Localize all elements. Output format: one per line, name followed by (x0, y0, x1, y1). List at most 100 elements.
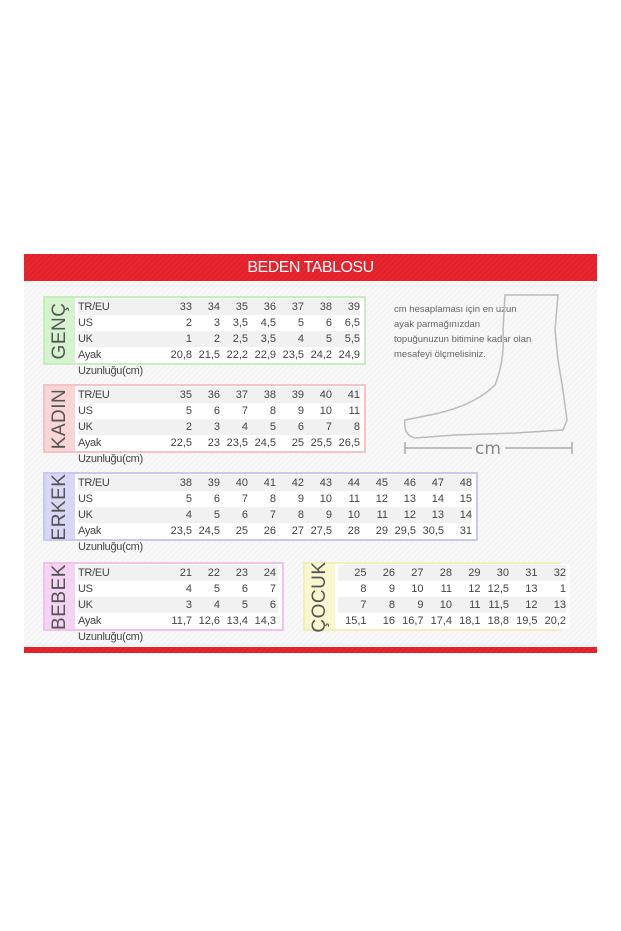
table-cell: 24,2 (310, 349, 332, 361)
table-row: 7 8 9 10 11 11,5 12 13 (338, 597, 566, 613)
measure-label: cm (475, 439, 501, 459)
table-cell: 35 (235, 301, 248, 313)
table-cell: 4,5 (260, 317, 276, 329)
row-header: UK (78, 599, 93, 611)
table-cell: 4 (185, 509, 192, 521)
table-row: Ayak Uzunluğu(cm) 20,8 21,5 22,2 22,9 23,5 24,… (78, 347, 360, 377)
table-cell: 13 (431, 509, 444, 521)
table-cell: 24,5 (198, 525, 220, 537)
bottom-divider (24, 647, 597, 653)
table-cell: 8 (360, 583, 367, 595)
row-header: TR/EU (78, 389, 110, 401)
table-cell: 26,5 (338, 437, 360, 449)
table-cell: 8 (269, 493, 276, 505)
table-cell: 6 (213, 405, 220, 417)
table-cell: 2 (185, 317, 192, 329)
table-cell: 3 (213, 317, 220, 329)
table-cell: 48 (459, 477, 472, 489)
table-row: Ayak Uzunluğu(cm) 23,5 24,5 25 26 27 27,5 28 29 2… (78, 523, 472, 553)
table-cell: 8 (269, 405, 276, 417)
size-table-kadin: KADIN TR/EU 35 36 37 38 39 40 41 US 5 6 7 8 9 10 11 UK 2 3 4… (43, 384, 366, 465)
table-cell: 7 (325, 421, 332, 433)
table-cell: 6 (241, 509, 248, 521)
table-cell: 31 (459, 525, 472, 537)
table-label: BEBEK (49, 563, 70, 630)
table-cell: 5 (185, 493, 192, 505)
table-cell: 29 (468, 567, 481, 579)
table-row: US 2 3 3,5 4,5 5 6 6,5 (78, 315, 360, 331)
table-label: KADIN (49, 388, 70, 449)
row-header: UK (78, 509, 93, 521)
table-cell: 6 (213, 493, 220, 505)
measure-note: cm hesaplaması için en uzun ayak parmağı… (394, 304, 532, 360)
table-cell: 43 (319, 477, 332, 489)
table-cell: 9 (325, 509, 332, 521)
table-cell: 4 (297, 333, 304, 345)
table-cell: 27,5 (310, 525, 332, 537)
table-cell: 22,5 (170, 437, 192, 449)
table-cell: 23,5 (282, 349, 304, 361)
table-cell: 28 (439, 567, 452, 579)
table-cell: 14,3 (254, 615, 276, 627)
table-cell: 22,9 (254, 349, 276, 361)
table-row: 15,1 16 16,7 17,4 18,1 18,8 19,5 20,2 (338, 613, 566, 629)
table-cell: 6 (269, 599, 276, 611)
table-cell: 24,5 (254, 437, 276, 449)
table-cell: 13 (525, 583, 538, 595)
row-header: UK (78, 421, 93, 433)
table-cell: 25 (354, 567, 367, 579)
table-cell: 6 (325, 317, 332, 329)
table-cell: 26 (263, 525, 276, 537)
table-cell: 45 (375, 477, 388, 489)
table-cell: 12 (525, 599, 538, 611)
table-cell: 9 (297, 493, 304, 505)
table-cell: 24 (263, 567, 276, 579)
title-banner: BEDEN TABLOSU (24, 254, 597, 281)
table-cell: 8 (297, 509, 304, 521)
table-cell: 10 (439, 599, 452, 611)
table-cell: 4 (185, 583, 192, 595)
table-cell: 36 (263, 301, 276, 313)
table-label: ERKEK (49, 473, 70, 540)
table-cell: 29 (375, 525, 388, 537)
table-cell: 9 (297, 405, 304, 417)
table-cell: 5 (241, 599, 248, 611)
table-cell: 11 (348, 493, 360, 505)
table-cell: 37 (291, 301, 304, 313)
table-cell: 15 (459, 493, 472, 505)
table-cell: 47 (431, 477, 444, 489)
table-cell: 7 (269, 583, 276, 595)
table-cell: 5 (325, 333, 332, 345)
table-cell: 15,1 (345, 615, 367, 627)
table-row: TR/EU 21 22 23 24 (78, 565, 278, 581)
table-cell: 38 (263, 389, 276, 401)
row-header: Ayak Uzunluğu(cm) (78, 525, 143, 553)
table-cell: 12,5 (487, 583, 509, 595)
table-cell: 4 (213, 599, 220, 611)
table-cell: 25 (235, 525, 248, 537)
table-cell: 42 (291, 477, 304, 489)
table-row: UK 4 5 6 7 8 9 10 11 12 13 14 (78, 507, 472, 523)
table-cell: 25 (291, 437, 304, 449)
table-cell: 3 (213, 421, 220, 433)
table-cell: 39 (291, 389, 304, 401)
table-cell: 6 (297, 421, 304, 433)
table-cell: 5 (269, 421, 276, 433)
table-cell: 35 (179, 389, 192, 401)
table-cell: 6,5 (344, 317, 360, 329)
table-cell: 12 (468, 583, 481, 595)
table-row: TR/EU 33 34 35 36 37 38 39 (78, 299, 360, 315)
table-cell: 31 (525, 567, 538, 579)
row-header: TR/EU (78, 477, 110, 489)
table-cell: 21 (179, 567, 192, 579)
measure-arrow (404, 442, 573, 454)
table-cell: 20,2 (544, 615, 566, 627)
table-cell: 4 (241, 421, 248, 433)
row-header: US (78, 317, 93, 329)
table-cell: 13 (403, 493, 416, 505)
table-cell: 29,5 (394, 525, 416, 537)
table-cell: 18,1 (459, 615, 481, 627)
table-cell: 5,5 (344, 333, 360, 345)
table-row: Ayak Uzunluğu(cm) 11,7 12,6 13,4 14,3 (78, 613, 278, 643)
table-cell: 18,8 (487, 615, 509, 627)
